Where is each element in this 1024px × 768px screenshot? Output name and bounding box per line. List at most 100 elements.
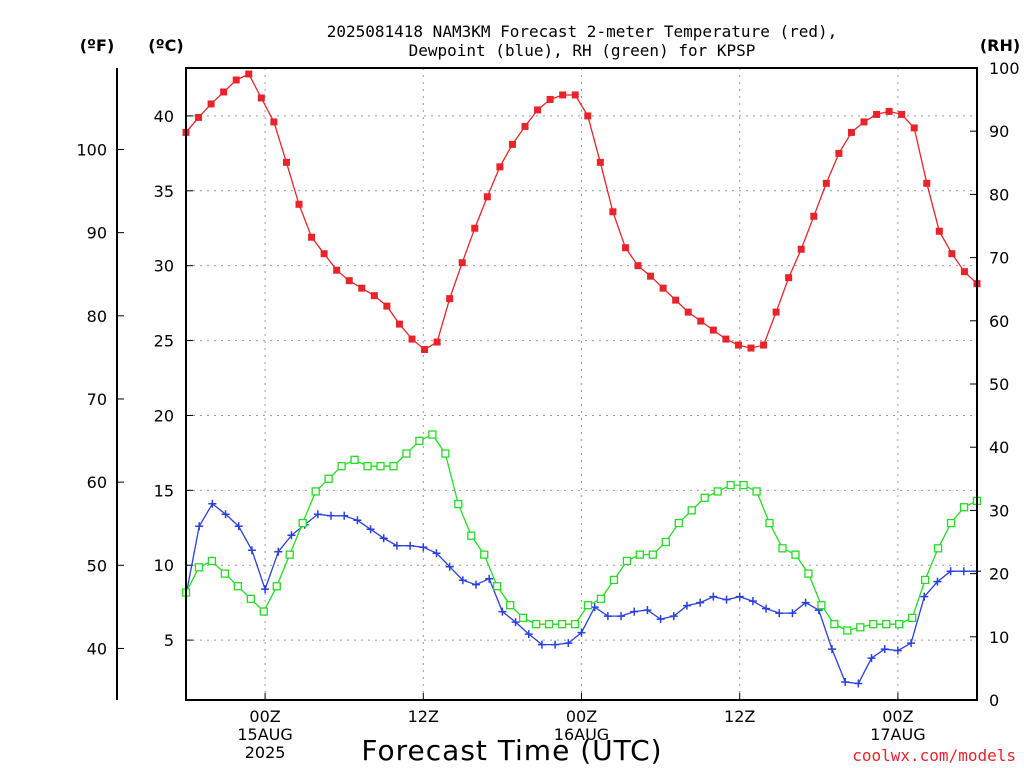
dewpoint-point (564, 639, 573, 648)
temperature-point (458, 259, 466, 267)
rh-tick-label: 40 (989, 438, 1009, 457)
rh-point (350, 455, 359, 464)
rh-point (908, 613, 917, 622)
temperature-point (860, 118, 868, 126)
dewpoint-series (182, 499, 981, 688)
chart-title-line1: 2025081418 NAM3KM Forecast 2-meter Tempe… (327, 22, 838, 41)
rh-point (830, 620, 839, 629)
temperature-point (345, 277, 353, 285)
temperature-point (596, 158, 604, 166)
rh-point (233, 582, 243, 591)
fahrenheit-tick-label: 60 (87, 473, 107, 492)
dewpoint-point (748, 597, 757, 606)
dewpoint-point (959, 567, 968, 576)
rh-point (946, 518, 956, 528)
fahrenheit-tick-label: 40 (87, 639, 107, 658)
temperature-point (521, 122, 529, 130)
rh-point (402, 449, 411, 458)
rh-point (272, 582, 281, 591)
celsius-unit-label: (ºC) (148, 36, 183, 55)
rh-point (454, 499, 463, 509)
temperature-point (534, 106, 542, 114)
temperature-series (182, 70, 981, 354)
rh-point (480, 550, 489, 559)
temperature-point (257, 94, 265, 102)
rh-point (791, 550, 800, 559)
rh-tick-label: 0 (989, 691, 999, 710)
dewpoint-point (472, 580, 481, 589)
dewpoint-point (722, 595, 731, 604)
celsius-tick-label: 40 (154, 107, 174, 126)
rh-point (259, 607, 268, 616)
temperature-point (571, 91, 579, 99)
rh-point (920, 575, 930, 585)
dewpoint-point (603, 612, 612, 621)
temperature-point (358, 284, 366, 292)
temperature-point (207, 100, 215, 108)
dewpoint-point (498, 607, 507, 616)
celsius-tick-label: 15 (154, 481, 174, 500)
fahrenheit-unit-label: (ºF) (80, 36, 115, 55)
credit-text: coolwx.com/models (852, 746, 1016, 765)
dewpoint-point (682, 601, 691, 610)
dewpoint-point (537, 640, 546, 649)
temperature-point (910, 124, 918, 132)
rh-point (544, 620, 554, 629)
temperature-point (408, 335, 416, 343)
temperature-point (822, 179, 830, 187)
temperature-point (446, 295, 454, 303)
temperature-point (747, 344, 755, 352)
temperature-point (295, 200, 303, 208)
dewpoint-point (445, 562, 454, 571)
temperature-point (935, 227, 943, 235)
fahrenheit-tick-label: 80 (87, 307, 107, 326)
rh-point (856, 623, 865, 632)
dewpoint-point (893, 646, 902, 655)
rh-point (700, 493, 709, 502)
temperature-line (185, 73, 978, 351)
fahrenheit-tick-label: 90 (87, 224, 107, 243)
dewpoint-point (432, 549, 441, 558)
dewpoint-point (841, 678, 850, 687)
temperature-point (421, 346, 429, 354)
dewpoint-point (801, 598, 810, 607)
rh-axis: 0 10 20 30 40 50 60 70 80 90 100 (970, 59, 1020, 710)
rh-point (778, 544, 787, 553)
rh-tick-label: 80 (989, 185, 1009, 204)
temperature-point (320, 250, 328, 258)
temperature-point (245, 70, 253, 78)
temperature-point (559, 91, 567, 99)
temperature-point (370, 292, 378, 300)
temperature-point (898, 110, 906, 118)
data-series (181, 70, 982, 688)
dewpoint-point (340, 511, 349, 520)
plot-frame (185, 67, 978, 701)
dewpoint-point (327, 511, 336, 520)
x-tick-label: 2025 (245, 743, 286, 762)
x-tick-label: 12Z (724, 707, 755, 726)
rh-point (817, 601, 826, 610)
temperature-point (195, 113, 203, 121)
chart-title-line2: Dewpoint (blue), RH (green) for KPSP (409, 41, 756, 60)
dewpoint-point (247, 546, 256, 555)
rh-point (298, 518, 307, 528)
dewpoint-point (261, 585, 270, 594)
rh-point (531, 620, 541, 629)
rh-point (674, 518, 683, 528)
dewpoint-point (524, 630, 533, 639)
celsius-tick-label: 25 (154, 332, 174, 351)
temperature-point (734, 341, 742, 349)
dewpoint-point (867, 654, 876, 663)
celsius-axis: 5 10 15 20 25 30 35 40 (154, 107, 193, 650)
temperature-point (785, 274, 793, 282)
celsius-tick-label: 30 (154, 257, 174, 276)
temperature-point (270, 118, 278, 126)
temperature-point (885, 107, 893, 115)
dewpoint-point (696, 598, 705, 607)
rh-point (506, 601, 515, 610)
rh-series (181, 430, 982, 635)
temperature-point (496, 163, 504, 171)
rh-tick-label: 70 (989, 249, 1009, 268)
